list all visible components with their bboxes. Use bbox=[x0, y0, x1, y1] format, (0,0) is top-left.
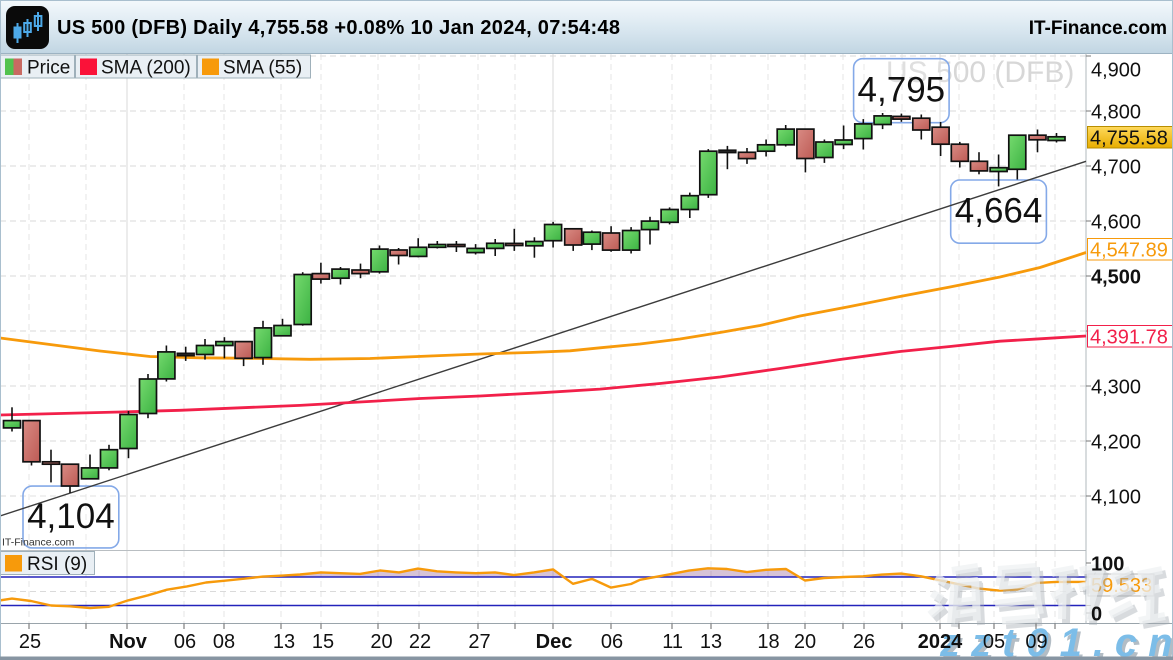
svg-text:08: 08 bbox=[213, 631, 235, 653]
svg-text:4,700: 4,700 bbox=[1091, 156, 1141, 178]
svg-text:4,104: 4,104 bbox=[27, 497, 115, 536]
svg-text:0: 0 bbox=[1091, 603, 1102, 625]
svg-text:27: 27 bbox=[468, 631, 490, 653]
svg-text:06: 06 bbox=[601, 631, 623, 653]
svg-text:IT-Finance.com: IT-Finance.com bbox=[1029, 18, 1167, 39]
svg-text:100: 100 bbox=[1091, 553, 1124, 575]
svg-text:2024: 2024 bbox=[918, 631, 963, 653]
svg-text:4,795: 4,795 bbox=[858, 71, 946, 110]
svg-text:zzt01.cn: zzt01.cn bbox=[942, 624, 1173, 660]
svg-text:13: 13 bbox=[273, 631, 295, 653]
svg-text:4,200: 4,200 bbox=[1091, 431, 1141, 453]
svg-text:09: 09 bbox=[1025, 631, 1047, 653]
svg-text:05: 05 bbox=[983, 631, 1005, 653]
svg-text:SMA (200): SMA (200) bbox=[101, 58, 191, 79]
svg-text:Dec: Dec bbox=[536, 631, 573, 653]
svg-text:SMA (55): SMA (55) bbox=[223, 58, 302, 79]
svg-text:4,391.78: 4,391.78 bbox=[1090, 327, 1168, 349]
svg-text:11: 11 bbox=[662, 631, 683, 653]
svg-text:4,300: 4,300 bbox=[1091, 376, 1141, 398]
svg-text:Price: Price bbox=[27, 58, 70, 79]
svg-text:06: 06 bbox=[174, 631, 196, 653]
svg-text:4,800: 4,800 bbox=[1091, 101, 1141, 123]
svg-text:Nov: Nov bbox=[109, 631, 148, 653]
svg-text:IT-Finance.com: IT-Finance.com bbox=[2, 537, 75, 549]
svg-text:22: 22 bbox=[409, 631, 431, 653]
svg-text:zzt01.cn: zzt01.cn bbox=[939, 621, 1173, 660]
svg-text:US 500 (DFB) Daily 4,755.58 +0: US 500 (DFB) Daily 4,755.58 +0.08% 10 Ja… bbox=[57, 17, 620, 39]
svg-text:18: 18 bbox=[757, 631, 779, 653]
svg-text:4,500: 4,500 bbox=[1091, 266, 1141, 288]
svg-text:13: 13 bbox=[700, 631, 722, 653]
svg-text:26: 26 bbox=[853, 631, 875, 653]
svg-text:RSI (9): RSI (9) bbox=[27, 554, 87, 575]
svg-text:25: 25 bbox=[19, 631, 41, 653]
svg-text:15: 15 bbox=[312, 631, 334, 653]
svg-text:20: 20 bbox=[794, 631, 816, 653]
svg-text:4,755.58: 4,755.58 bbox=[1090, 128, 1168, 150]
svg-text:4,100: 4,100 bbox=[1091, 486, 1141, 508]
svg-text:4,664: 4,664 bbox=[955, 191, 1043, 230]
svg-text:US 500 (DFB): US 500 (DFB) bbox=[886, 56, 1074, 89]
svg-text:4,547.89: 4,547.89 bbox=[1090, 240, 1168, 262]
svg-text:20: 20 bbox=[370, 631, 392, 653]
svg-text:4,600: 4,600 bbox=[1091, 211, 1141, 233]
svg-text:4,900: 4,900 bbox=[1091, 59, 1141, 81]
